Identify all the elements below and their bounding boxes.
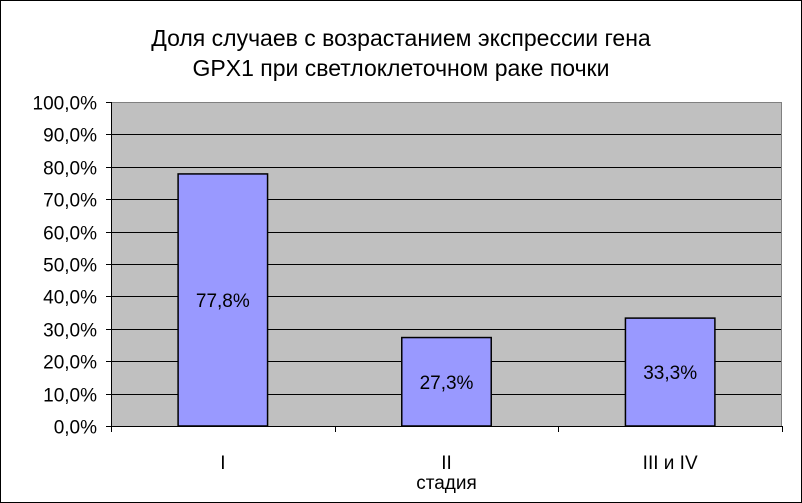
y-tick-label: 80,0% xyxy=(43,159,97,180)
y-tick-label: 0,0% xyxy=(54,418,97,439)
y-tick-label: 30,0% xyxy=(43,321,97,342)
data-label: 33,3% xyxy=(643,363,697,384)
y-tick-label: 20,0% xyxy=(43,353,97,374)
bars xyxy=(177,173,716,427)
chart-title-line-2: GPX1 при светлоклеточном раке почки xyxy=(192,55,610,81)
y-tick-label: 90,0% xyxy=(43,126,97,147)
bar xyxy=(401,336,492,427)
x-axis-title: стадия xyxy=(416,473,477,494)
data-labels: 77,8% 27,3% 33,3% xyxy=(196,291,697,394)
y-tick-label: 100,0% xyxy=(33,94,98,115)
axes xyxy=(106,102,783,432)
x-tick-labels: I II III и IV xyxy=(220,453,698,474)
bar xyxy=(624,317,716,427)
chart-title-line-1: Доля случаев с возрастанием экспрессии г… xyxy=(151,25,651,51)
chart-title: Доля случаев с возрастанием экспрессии г… xyxy=(1,23,801,83)
y-tick-label: 60,0% xyxy=(43,224,97,245)
y-tick-label: 50,0% xyxy=(43,256,97,277)
y-tick-label: 40,0% xyxy=(43,288,97,309)
data-label: 77,8% xyxy=(196,291,250,312)
x-tick-label: III и IV xyxy=(643,453,698,474)
x-tick-label: I xyxy=(220,453,225,474)
bar xyxy=(177,173,269,427)
y-tick-label: 10,0% xyxy=(43,386,97,407)
y-tick-label: 70,0% xyxy=(43,191,97,212)
y-tick-labels: 0,0% 10,0% 20,0% 30,0% 40,0% 50,0% 60,0% 70,0% 8… xyxy=(33,94,98,439)
x-tick-label: II xyxy=(441,453,452,474)
data-label: 27,3% xyxy=(420,373,474,394)
